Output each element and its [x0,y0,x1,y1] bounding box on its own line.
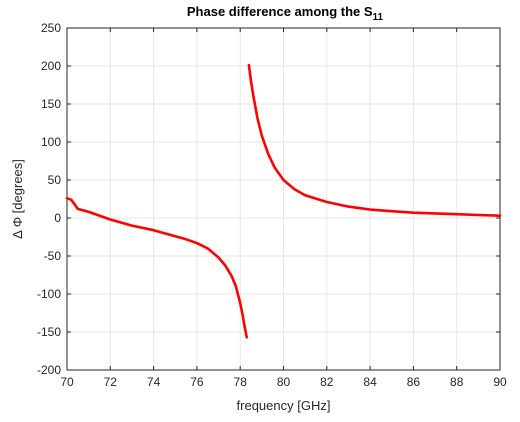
y-axis-label: Δ Φ [degrees] [10,159,25,239]
series-line-segment [247,63,502,217]
y-tick-label: -150 [37,325,61,339]
x-tick-label: 70 [60,375,74,389]
x-tick-label: 82 [320,375,334,389]
chart-title: Phase difference among the S11 [187,4,384,23]
x-tick-label: 80 [277,375,291,389]
chart-title-subscript: 11 [373,12,384,23]
x-tick-label: 86 [407,375,421,389]
x-tick-label: 76 [190,375,204,389]
x-tick-label: 72 [104,375,118,389]
y-tick-label: -100 [37,287,61,301]
y-tick-label: 250 [41,21,61,35]
chart-title-main: Phase difference among the S [187,4,373,19]
ticks: 70 72 74 76 78 80 82 84 86 88 90 -200 -150 -100 -50 0 50… [37,21,507,389]
y-tick-label: 200 [41,59,61,73]
series [65,63,502,339]
y-tick-label: 0 [54,211,61,225]
x-axis-label: frequency [GHz] [237,398,331,413]
series-line-segment [65,196,248,339]
x-tick-label: 88 [450,375,464,389]
x-tick-label: 90 [493,375,507,389]
x-tick-label: 78 [234,375,248,389]
y-tick-label: 50 [48,173,62,187]
grid [66,27,501,371]
x-tick-label: 84 [363,375,377,389]
y-tick-label: 150 [41,97,61,111]
y-tick-label: -200 [37,363,61,377]
x-tick-label: 74 [147,375,161,389]
y-tick-label: -50 [44,249,62,263]
y-tick-label: 100 [41,135,61,149]
